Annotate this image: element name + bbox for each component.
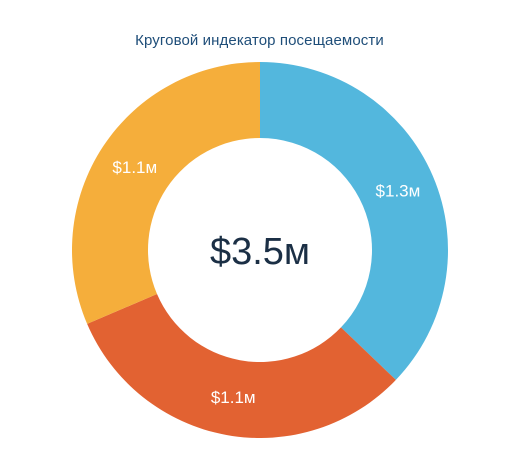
slice-value-label-3: $1.1м	[112, 158, 157, 177]
slice-value-label-2: $1.1м	[211, 388, 256, 407]
donut-slice-2	[87, 294, 396, 438]
donut-slice-3	[72, 62, 260, 324]
donut-slice-1	[260, 62, 448, 380]
center-total-label: $3.5м	[210, 231, 310, 273]
slice-value-label-1: $1.3м	[376, 182, 421, 201]
